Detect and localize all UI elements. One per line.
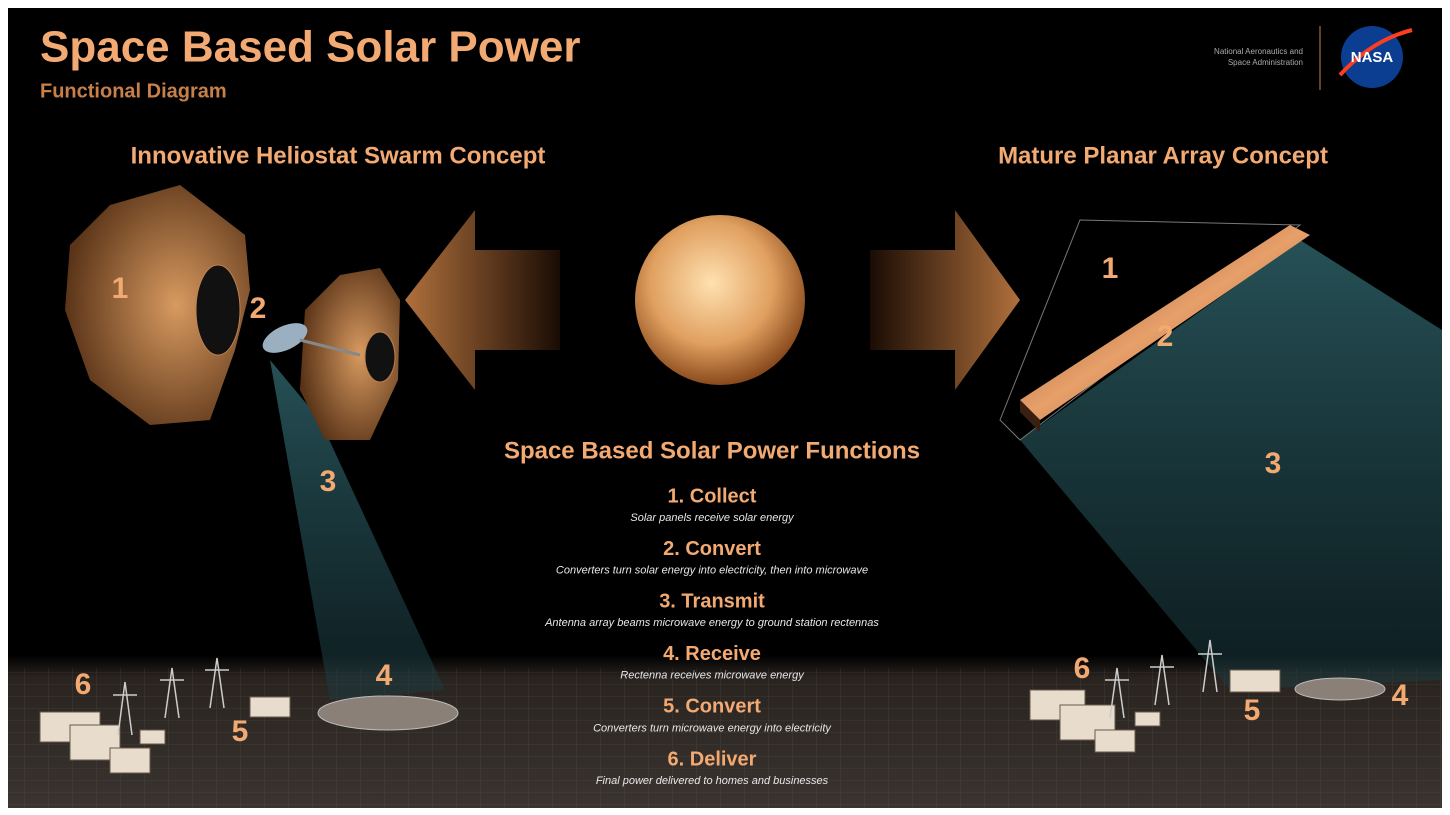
- satellite: [262, 323, 308, 353]
- collector: [364, 331, 396, 383]
- function-title: 6. Deliver: [668, 748, 757, 770]
- function-description: Converters turn solar energy into electr…: [556, 565, 868, 577]
- concept-title: Mature Planar Array Concept: [998, 142, 1328, 169]
- functions-title: Space Based Solar Power Functions: [504, 437, 920, 464]
- function-title: 1. Collect: [668, 485, 757, 507]
- component-number: 5: [1244, 694, 1261, 727]
- function-description: Solar panels receive solar energy: [630, 512, 795, 524]
- function-description: Rectenna receives microwave energy: [620, 670, 805, 682]
- component-number: 4: [1392, 679, 1409, 712]
- function-description: Final power delivered to homes and busin…: [596, 775, 829, 787]
- array-edge: [1020, 400, 1040, 432]
- arrow-right: [870, 210, 1020, 390]
- subtitle: Functional Diagram: [40, 80, 227, 102]
- town: [39, 669, 1281, 774]
- tether: [999, 219, 1302, 441]
- component-number: 3: [320, 465, 337, 498]
- component-number: 6: [1074, 652, 1091, 685]
- logo-swoosh: [1338, 28, 1413, 77]
- component-number: 6: [75, 668, 92, 701]
- function-description: Converters turn microwave energy into el…: [593, 722, 832, 734]
- component-number: 3: [1265, 447, 1282, 480]
- nasa-logo: [1341, 26, 1403, 88]
- component-number: 4: [376, 659, 393, 692]
- sun: [635, 215, 805, 385]
- beam: [270, 360, 445, 700]
- concept-title: Innovative Heliostat Swarm Concept: [131, 142, 546, 169]
- agency: Space Administration: [1228, 58, 1303, 67]
- rectenna: [317, 695, 459, 731]
- function-title: 5. Convert: [663, 696, 761, 718]
- function-description: Antenna array beams microwave energy to …: [544, 617, 879, 629]
- title: Space Based Solar Power: [40, 23, 580, 72]
- component-number: 2: [1157, 320, 1174, 353]
- agency: National Aeronautics and: [1214, 47, 1303, 56]
- component-number: 2: [250, 292, 267, 325]
- component-number: 5: [232, 715, 249, 748]
- arrow-left: [405, 210, 560, 390]
- beam: [1020, 240, 1442, 690]
- collector: [195, 264, 241, 356]
- planar-array: [1020, 225, 1310, 420]
- function-title: 2. Convert: [663, 538, 761, 560]
- pylons: [113, 639, 1222, 736]
- component-number: 1: [1102, 252, 1119, 285]
- component-number: 1: [112, 272, 129, 305]
- rectenna: [1294, 677, 1386, 701]
- heliostat: [65, 185, 250, 425]
- logo-text: NASA: [1351, 49, 1394, 66]
- function-title: 3. Transmit: [659, 590, 765, 612]
- truss: [299, 338, 361, 357]
- ground-grid: [8, 668, 1442, 808]
- function-title: 4. Receive: [663, 643, 761, 665]
